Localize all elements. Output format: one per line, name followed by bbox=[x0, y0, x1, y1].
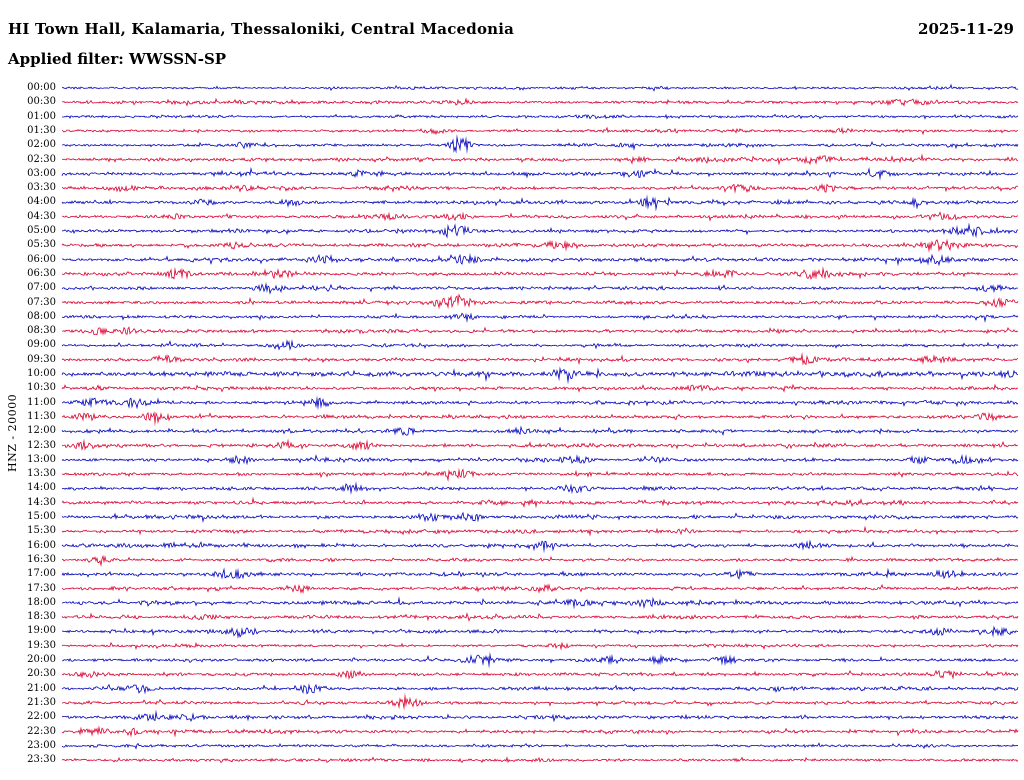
time-label: 02:30 bbox=[27, 153, 56, 165]
time-label: 19:30 bbox=[27, 639, 56, 651]
time-label: 17:30 bbox=[27, 582, 56, 594]
time-axis: 00:00 00:30 01:00 01:30 02:00 02:30 03:00 03:30… bbox=[0, 0, 58, 780]
time-label: 23:00 bbox=[27, 739, 56, 751]
time-label: 04:30 bbox=[27, 210, 56, 222]
time-label: 05:30 bbox=[27, 239, 56, 251]
time-label: 00:00 bbox=[27, 82, 56, 93]
time-label: 22:00 bbox=[27, 711, 56, 723]
time-label: 04:00 bbox=[27, 196, 56, 208]
time-label: 21:30 bbox=[27, 696, 56, 708]
time-label: 20:30 bbox=[27, 668, 56, 680]
time-label: 15:30 bbox=[27, 525, 56, 537]
time-label: 01:00 bbox=[27, 110, 56, 122]
time-label: 16:00 bbox=[27, 539, 56, 551]
time-label: 06:30 bbox=[27, 267, 56, 279]
time-label: 07:00 bbox=[27, 282, 56, 294]
time-label: 13:00 bbox=[27, 453, 56, 465]
time-label: 18:00 bbox=[27, 596, 56, 608]
time-label: 12:30 bbox=[27, 439, 56, 451]
time-label: 01:30 bbox=[27, 124, 56, 136]
time-label: 14:00 bbox=[27, 482, 56, 494]
time-label: 19:00 bbox=[27, 625, 56, 637]
time-label: 08:00 bbox=[27, 310, 56, 322]
time-label: 00:30 bbox=[27, 96, 56, 108]
time-label: 15:00 bbox=[27, 511, 56, 522]
time-label: 21:00 bbox=[27, 682, 56, 694]
time-label: 10:30 bbox=[27, 382, 56, 394]
applied-filter-label: Applied filter: WWSSN-SP bbox=[8, 50, 227, 68]
time-label: 22:30 bbox=[27, 725, 56, 737]
time-label: 11:30 bbox=[27, 410, 56, 422]
time-label: 11:00 bbox=[27, 396, 56, 408]
time-label: 23:30 bbox=[27, 754, 56, 766]
time-label: 09:00 bbox=[27, 339, 56, 351]
time-label: 07:30 bbox=[27, 296, 56, 308]
time-label: 13:30 bbox=[27, 468, 56, 480]
time-label: 16:30 bbox=[27, 553, 56, 565]
time-label: 17:00 bbox=[27, 568, 56, 580]
time-label: 03:30 bbox=[27, 182, 56, 194]
time-label: 14:30 bbox=[27, 496, 56, 508]
time-label: 12:00 bbox=[27, 425, 56, 437]
time-label: 09:30 bbox=[27, 353, 56, 365]
time-label: 08:30 bbox=[27, 325, 56, 337]
station-title: HI Town Hall, Kalamaria, Thessaloniki, C… bbox=[8, 20, 515, 38]
time-label: 06:00 bbox=[27, 253, 56, 265]
time-label: 10:00 bbox=[27, 368, 56, 379]
time-label: 18:30 bbox=[27, 611, 56, 623]
time-label: 03:00 bbox=[27, 167, 56, 179]
time-label: 20:00 bbox=[27, 654, 56, 665]
record-date: 2025-11-29 bbox=[918, 20, 1014, 38]
time-label: 02:00 bbox=[27, 139, 56, 151]
time-label: 05:00 bbox=[27, 225, 56, 236]
